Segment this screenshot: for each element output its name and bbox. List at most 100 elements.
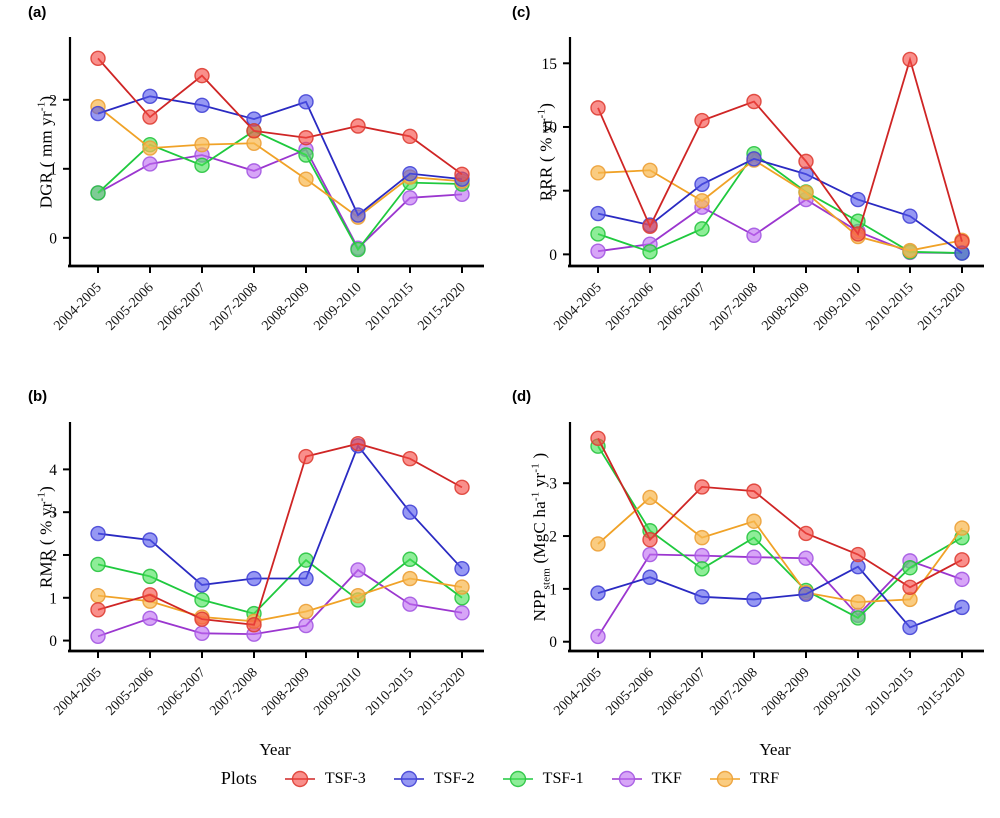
x-tick-label: 2006-2007 <box>655 280 709 334</box>
data-point-TKF <box>298 617 314 634</box>
y-tick-label: 4 <box>49 462 57 479</box>
data-point-TSF-1 <box>194 592 210 608</box>
y-axis-label-segment: RMR ( % yr <box>36 501 56 588</box>
y-axis-label-segment: ) <box>530 452 550 463</box>
data-point-TSF-1 <box>142 568 158 585</box>
data-point-TSF-1 <box>850 610 866 626</box>
data-point-TSF-3 <box>246 617 262 633</box>
x-tick-label: 2007-2008 <box>707 665 761 719</box>
x-tick-label: 2009-2010 <box>811 280 865 334</box>
legend-key-icon <box>284 770 315 787</box>
data-point-TSF-2 <box>694 589 710 605</box>
data-point-TSF-3 <box>590 430 606 446</box>
data-point-TSF-2 <box>902 208 918 224</box>
data-point-TSF-2 <box>298 94 314 110</box>
y-tick-label: 1 <box>549 581 557 598</box>
chart-svg-a: 0122004-20052005-20062006-20072007-20082… <box>49 37 484 334</box>
data-point-TSF-2 <box>402 504 418 520</box>
data-point-TKF <box>142 610 158 627</box>
y-tick-label: 2 <box>49 547 57 564</box>
series-line-TSF-3 <box>597 56 963 242</box>
y-axis-label-segment: -1 <box>35 101 48 112</box>
x-tick-label: 2005-2006 <box>103 280 157 334</box>
data-point-TSF-1 <box>694 561 710 577</box>
x-tick-label: 2015-2020 <box>915 280 969 334</box>
data-point-TSF-3 <box>954 552 970 568</box>
series-line-TSF-2 <box>597 157 963 254</box>
data-point-TRF <box>590 165 606 181</box>
data-point-TRF <box>142 140 158 156</box>
series-line-TSF-3 <box>97 442 463 626</box>
y-tick-label: 0 <box>49 633 57 650</box>
y-tick-label: 0 <box>549 634 557 651</box>
data-point-TRF <box>402 570 418 587</box>
data-point-TKF <box>590 628 606 645</box>
data-point-TSF-2 <box>694 176 710 192</box>
data-point-TRF <box>298 603 314 620</box>
data-point-TRF <box>90 587 106 604</box>
data-point-TSF-3 <box>454 479 470 496</box>
y-axis-label-segment: -1 <box>535 108 548 119</box>
data-point-TRF <box>590 536 606 552</box>
y-tick-label: 10 <box>542 119 558 136</box>
data-point-TSF-1 <box>90 556 106 573</box>
data-point-TRF <box>746 513 762 529</box>
legend-item-tkf: TKF <box>610 769 682 789</box>
y-tick-label: 1 <box>49 161 57 178</box>
y-axis-label-rrr: RRR ( % yr-1) <box>536 103 557 201</box>
data-point-TSF-3 <box>90 602 106 618</box>
data-point-TSF-2 <box>246 570 262 587</box>
data-point-TSF-2 <box>454 560 470 577</box>
series-line-TSF-1 <box>97 558 463 615</box>
series-line-TRF <box>97 105 463 219</box>
y-tick-label: 5 <box>549 183 557 200</box>
data-point-TSF-3 <box>590 100 606 116</box>
data-point-TKF <box>90 628 106 645</box>
x-tick-label: 2005-2006 <box>603 665 657 719</box>
x-axis-title-right: Year <box>759 740 791 759</box>
data-point-TSF-2 <box>746 591 762 608</box>
data-point-TSF-2 <box>902 619 918 636</box>
data-point-TSF-3 <box>694 112 710 129</box>
legend-item-tsf-2: TSF-2 <box>392 769 475 789</box>
x-tick-label: 2004-2005 <box>51 280 105 334</box>
data-point-TSF-3 <box>246 123 262 139</box>
data-point-TSF-2 <box>142 88 158 105</box>
x-tick-label: 2010-2015 <box>863 665 917 719</box>
series-line-TSF-3 <box>597 437 963 589</box>
x-tick-label: 2004-2005 <box>51 665 105 719</box>
data-point-TSF-3 <box>850 546 866 563</box>
data-point-TSF-3 <box>454 166 470 183</box>
legend-item-label: TSF-1 <box>542 769 584 787</box>
legend-item-label: TSF-2 <box>433 769 475 787</box>
y-axis-label-dgr: DGR ( mm yr-1) <box>36 96 57 209</box>
data-point-TSF-3 <box>902 579 918 595</box>
legend-item-trf: TRF <box>708 769 779 789</box>
x-tick-label: 2006-2007 <box>655 665 709 719</box>
data-point-TSF-1 <box>590 226 606 242</box>
x-tick-label: 2007-2008 <box>207 280 261 334</box>
legend-items: TSF-3 TSF-2 TSF-1 TKF TRF <box>283 769 779 789</box>
x-tick-label: 2007-2008 <box>207 665 261 719</box>
legend-key-icon <box>502 770 533 787</box>
legend-key-icon <box>611 770 642 787</box>
data-point-TRF <box>298 171 314 187</box>
data-point-TSF-2 <box>954 599 970 616</box>
data-point-TSF-1 <box>298 147 314 163</box>
chart-panel-a: 0 1 2 2004-2005 2005-2006 2006-2007 2007-2008 2… <box>0 0 500 360</box>
chart-svg-c: 0 5 10 15 2004-20052005-20062006-20072007-20… <box>542 37 984 334</box>
x-tick-label: 2010-2015 <box>363 665 417 719</box>
series-line-TRF <box>597 158 963 252</box>
series-line-TRF <box>97 577 463 623</box>
series-line-TKF <box>97 568 463 638</box>
data-point-TRF <box>642 489 658 506</box>
y-axis-label-segment: RRR ( % yr <box>536 118 556 202</box>
x-tick-label: 2010-2015 <box>863 280 917 334</box>
data-point-TSF-3 <box>142 587 158 603</box>
data-point-TKF <box>402 190 418 206</box>
legend-item-tsf-1: TSF-1 <box>501 769 584 789</box>
y-axis-label-segment: -1 <box>35 491 48 502</box>
y-axis-label-segment: ) <box>36 486 56 492</box>
data-point-TSF-3 <box>142 109 158 125</box>
data-point-TSF-3 <box>90 50 106 67</box>
